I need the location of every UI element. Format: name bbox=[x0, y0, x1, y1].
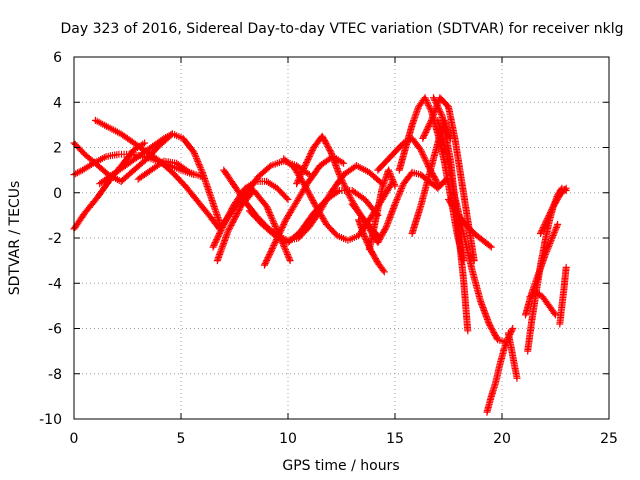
x-tick-label: 15 bbox=[386, 431, 404, 447]
series-arc18 bbox=[355, 216, 388, 276]
data-point-markers bbox=[261, 153, 348, 269]
series-arc25 bbox=[445, 196, 495, 251]
series-arc29 bbox=[522, 220, 562, 319]
y-tick-label: -4 bbox=[48, 276, 62, 292]
data-point-markers bbox=[524, 184, 570, 355]
y-axis-label: SDTVAR / TECUs bbox=[7, 181, 23, 296]
axis-ticks: 0 5 10 15 20 25 -10 -8 -6 -4 -2 0 2 4 6 bbox=[39, 50, 618, 447]
y-tick-label: 0 bbox=[53, 186, 62, 202]
y-tick-label: 4 bbox=[53, 95, 62, 111]
y-tick-label: -6 bbox=[48, 322, 62, 338]
data-point-markers bbox=[355, 216, 388, 276]
plot-area bbox=[70, 94, 570, 416]
series-arc6 bbox=[117, 130, 223, 226]
data-point-markers bbox=[537, 184, 570, 237]
x-tick-label: 0 bbox=[70, 431, 79, 447]
series-arc24 bbox=[430, 94, 472, 335]
series-arc28 bbox=[524, 184, 570, 355]
y-tick-label: 2 bbox=[53, 141, 62, 157]
x-tick-label: 10 bbox=[279, 431, 297, 447]
data-point-markers bbox=[556, 263, 570, 328]
y-tick-label: -2 bbox=[48, 231, 62, 247]
x-axis-label: GPS time / hours bbox=[282, 458, 399, 474]
y-tick-label: -8 bbox=[48, 367, 62, 383]
series-arc7 bbox=[134, 157, 206, 183]
data-point-markers bbox=[419, 94, 478, 265]
data-point-markers bbox=[117, 130, 223, 226]
data-point-markers bbox=[526, 288, 559, 319]
y-tick-label: 6 bbox=[53, 50, 62, 66]
chart-title: Day 323 of 2016, Sidereal Day-to-day VTE… bbox=[61, 21, 624, 37]
series-arc31 bbox=[537, 184, 570, 237]
x-tick-label: 25 bbox=[600, 431, 618, 447]
series-arc13 bbox=[261, 153, 348, 269]
series-arc30 bbox=[526, 288, 559, 319]
series-arc22 bbox=[419, 94, 478, 265]
x-tick-label: 20 bbox=[493, 431, 511, 447]
series-arc32 bbox=[556, 263, 570, 328]
data-point-markers bbox=[134, 157, 206, 183]
x-tick-label: 5 bbox=[177, 431, 186, 447]
series-arc27 bbox=[504, 329, 521, 382]
y-tick-label: -10 bbox=[39, 412, 62, 428]
data-point-markers bbox=[430, 94, 472, 335]
data-point-markers bbox=[522, 220, 562, 319]
data-point-markers bbox=[445, 196, 495, 251]
data-point-markers bbox=[504, 329, 521, 382]
